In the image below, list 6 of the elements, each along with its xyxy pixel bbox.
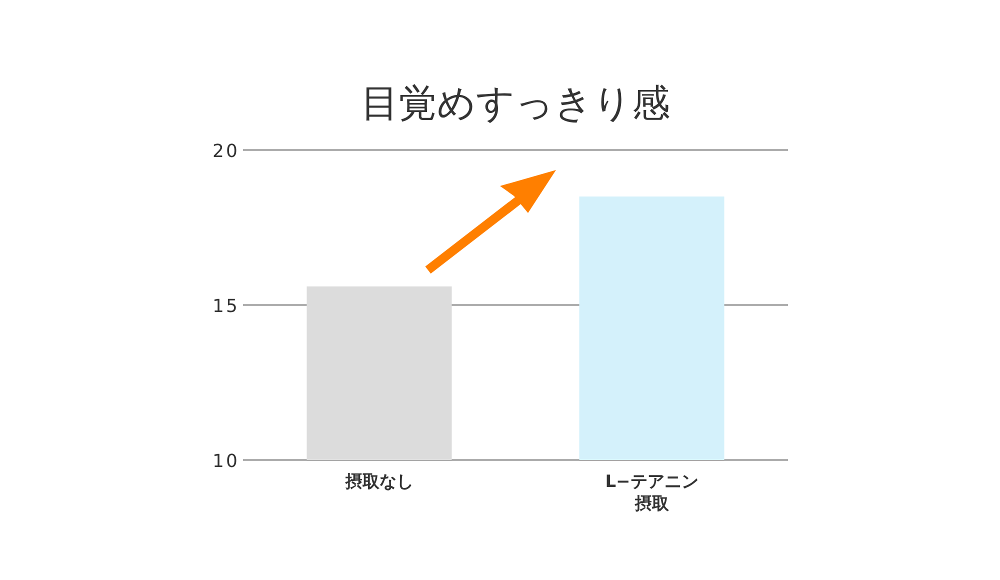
y-tick-label: 20 — [212, 141, 240, 162]
chart-title: 目覚めすっきり感 — [361, 81, 670, 125]
x-tick-label: L−テアニン摂取 — [605, 472, 698, 514]
x-tick-label: 摂取なし — [344, 472, 414, 492]
y-tick-label: 10 — [212, 451, 240, 472]
y-tick-label: 15 — [212, 296, 240, 317]
